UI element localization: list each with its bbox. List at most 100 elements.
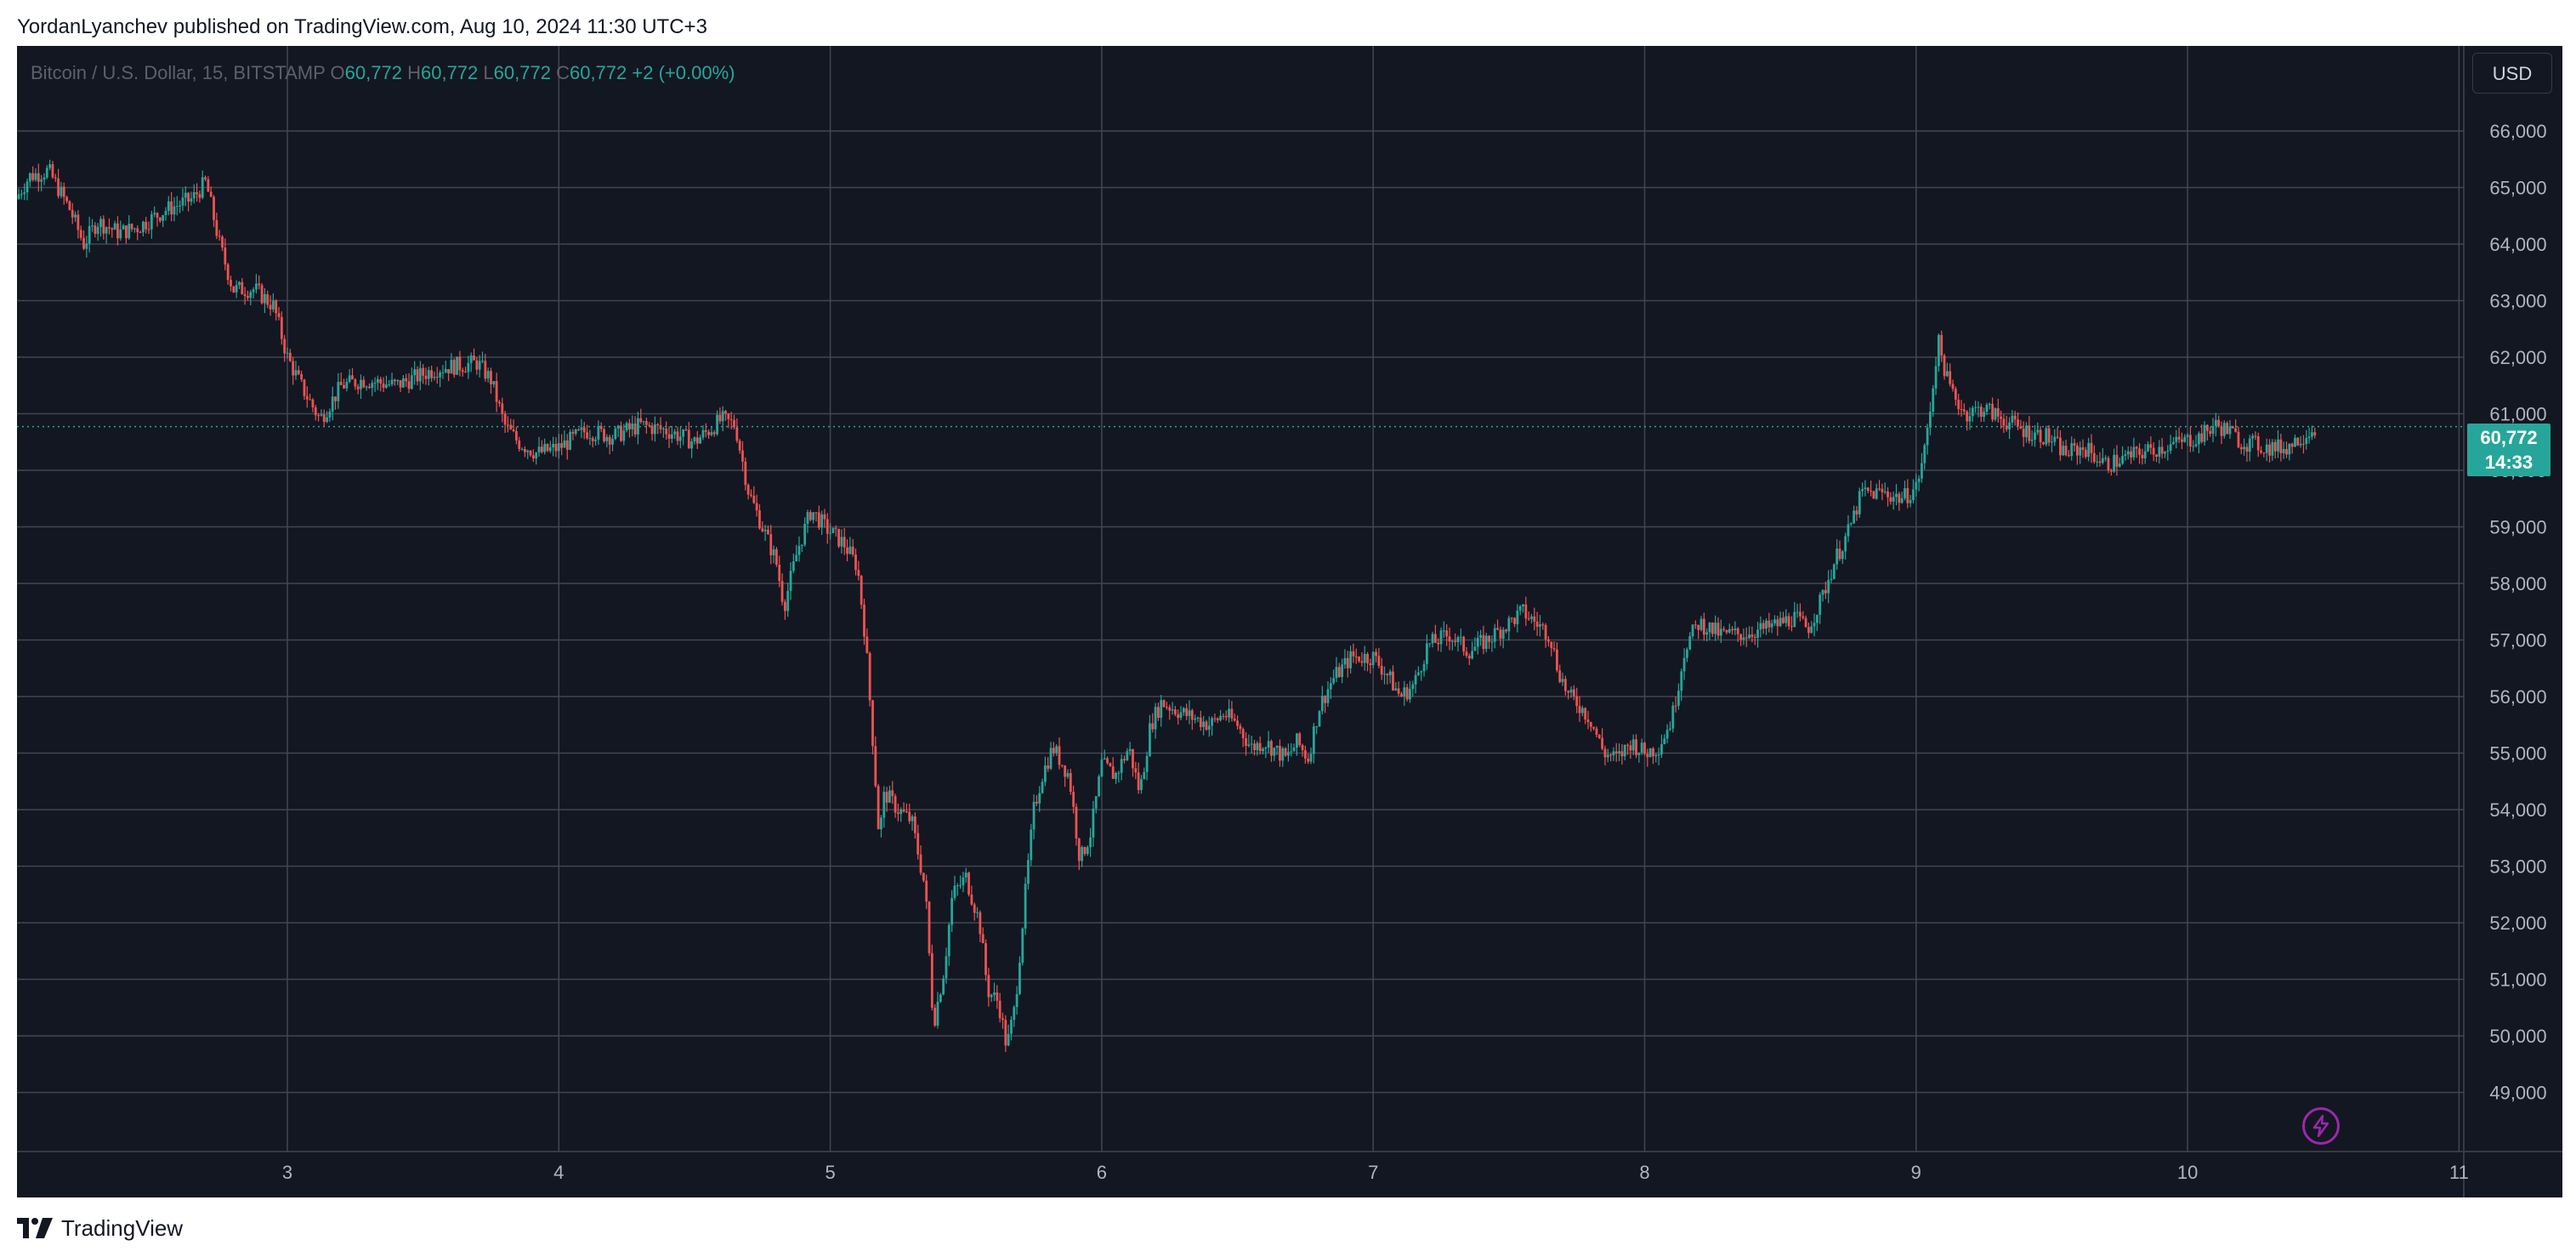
candle-body	[2237, 431, 2240, 447]
candle-body	[563, 440, 566, 448]
candle-body	[1109, 763, 1112, 767]
candle-body	[625, 423, 628, 431]
candle-body	[1281, 748, 1285, 761]
candle-body	[1535, 621, 1539, 627]
candle-body	[1292, 748, 1296, 752]
candle-body	[767, 529, 769, 535]
candle-body	[213, 196, 215, 220]
candle-body	[1431, 634, 1434, 644]
candle-body	[752, 495, 756, 503]
candle-body	[1938, 334, 1940, 367]
candle-body	[130, 224, 133, 230]
candle-body	[2073, 443, 2076, 446]
candle-body	[1878, 488, 1881, 490]
candle-body	[2011, 415, 2014, 423]
candle-body	[1501, 629, 1505, 639]
candle-body	[1241, 729, 1245, 738]
candle-body	[1505, 629, 1507, 632]
candle-body	[1810, 626, 1813, 634]
candle-body	[1725, 629, 1728, 633]
candle-body	[1864, 487, 1867, 490]
candle-body	[744, 461, 747, 486]
candle-body	[1533, 616, 1536, 622]
candle-body	[1318, 711, 1321, 727]
candle-body	[1733, 628, 1737, 631]
candle-body	[1205, 721, 1208, 730]
candle-body	[413, 369, 417, 376]
candle-body	[990, 994, 993, 998]
candle-body	[854, 555, 857, 571]
candle-body	[71, 209, 74, 218]
candle-body	[230, 280, 232, 287]
candle-body	[1154, 707, 1157, 730]
candle-body	[122, 225, 125, 230]
candle-body	[1991, 403, 1994, 420]
candle-body	[179, 205, 182, 207]
candle-body	[778, 564, 781, 582]
candle-body	[322, 414, 326, 423]
candle-body	[1688, 636, 1692, 650]
candle-body	[1072, 792, 1075, 807]
candle-body	[552, 443, 555, 448]
candle-body	[2172, 441, 2175, 445]
candle-body	[738, 441, 741, 451]
candle-body	[2022, 429, 2025, 437]
chart-panel[interactable]: 49,000 50,000 51,000 52,000 53,000 54,000 55,0…	[17, 46, 2562, 1197]
candle-body	[1358, 656, 1360, 662]
candle-body	[1224, 716, 1228, 718]
candle-body	[1889, 497, 1892, 502]
candle-body	[1934, 366, 1938, 389]
candle-body	[2141, 454, 2144, 458]
candle-body	[1550, 641, 1553, 649]
lightning-bolt-icon[interactable]	[2302, 1107, 2340, 1145]
candle-body	[2290, 443, 2294, 447]
candle-body	[2231, 426, 2234, 429]
candle-body	[1066, 772, 1070, 777]
candle-body	[548, 447, 552, 452]
candle-body	[676, 431, 679, 441]
candle-body	[1258, 742, 1262, 752]
candle-body	[650, 425, 654, 435]
candle-body	[637, 418, 639, 435]
candle-body	[902, 810, 905, 812]
candle-body	[473, 355, 475, 361]
candle-body	[1007, 1033, 1010, 1046]
candle-body	[1915, 481, 1918, 490]
candle-body	[1522, 604, 1524, 606]
candle-body	[2211, 425, 2215, 434]
publisher-line: YordanLyanchev published on TradingView.…	[17, 15, 707, 38]
candle-body	[111, 228, 114, 230]
candle-body	[571, 431, 575, 434]
candle-body	[162, 214, 165, 221]
candle-body	[911, 816, 914, 822]
candle-body	[1216, 718, 1219, 720]
candle-body	[789, 571, 792, 591]
candle-body	[1303, 750, 1307, 759]
candle-body	[1482, 634, 1485, 650]
candle-body	[1309, 754, 1313, 762]
candle-body	[305, 395, 309, 400]
candle-body	[60, 186, 63, 196]
candle-body	[461, 370, 464, 373]
candle-body	[2000, 416, 2002, 419]
currency-button[interactable]: USD	[2472, 53, 2552, 94]
candle-body	[277, 313, 281, 317]
candle-body	[1988, 403, 1991, 405]
candle-body	[1188, 710, 1191, 716]
candle-body	[2234, 428, 2238, 432]
candle-body	[1409, 689, 1411, 700]
candle-body	[775, 549, 778, 565]
candle-body	[996, 992, 999, 1001]
candle-body	[1171, 709, 1174, 711]
candle-body	[2138, 448, 2141, 455]
candlestick-chart[interactable]: 49,000 50,000 51,000 52,000 53,000 54,000 55,0…	[17, 46, 2562, 1197]
candle-body	[928, 902, 931, 953]
candle-body	[1445, 630, 1449, 637]
candle-body	[718, 414, 722, 422]
candle-body	[953, 885, 956, 898]
candle-body	[1145, 755, 1149, 772]
candle-body	[484, 361, 487, 379]
candle-body	[1917, 478, 1921, 482]
candle-body	[196, 191, 198, 195]
candle-body	[707, 431, 710, 435]
